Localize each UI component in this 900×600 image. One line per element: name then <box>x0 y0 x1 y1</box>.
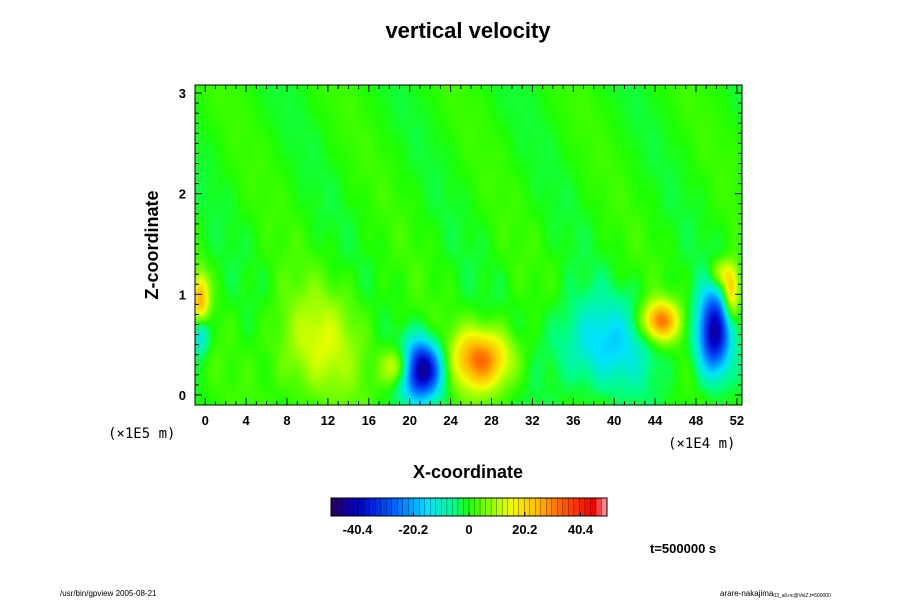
x-tick-label: 20 <box>402 413 416 428</box>
colorbar-cell <box>358 497 365 517</box>
y-tick-label: 0 <box>179 388 186 403</box>
colorbar-cell <box>452 497 459 517</box>
colorbar-cell <box>386 497 393 517</box>
x-tick-label: 44 <box>648 413 663 428</box>
colorbar-cell <box>573 497 580 517</box>
footer-right-main: arare-nakajima <box>720 589 774 598</box>
colorbar-cell <box>518 497 525 517</box>
colorbar-cell <box>551 497 558 517</box>
y-tick-label: 2 <box>179 187 186 202</box>
heatmap-field <box>195 85 742 405</box>
colorbar-cell <box>419 497 426 517</box>
colorbar-tick-label: 20.2 <box>512 522 537 537</box>
chart-title: vertical velocity <box>385 18 551 43</box>
colorbar-cell <box>352 497 360 517</box>
colorbar-cell <box>601 497 608 517</box>
y-tick-label: 1 <box>179 287 186 302</box>
y-axis-label: Z-coordinate <box>142 190 162 299</box>
x-tick-label: 24 <box>443 413 458 428</box>
colorbar-cell <box>397 497 404 517</box>
colorbar-cell <box>496 497 503 517</box>
colorbar-cell <box>330 497 337 517</box>
colorbar-cell <box>413 497 420 517</box>
colorbar-cell <box>468 497 475 517</box>
colorbar-cell <box>424 497 431 517</box>
colorbar-ticks: -40.4 -20.2 0 20.2 40.4 <box>343 512 594 537</box>
colorbar: -40.4 -20.2 0 20.2 40.4 <box>330 497 608 537</box>
footer-right-sub: 03_all.nc@VelZ,t=500000 <box>773 593 831 599</box>
colorbar-cell <box>391 497 398 517</box>
colorbar-cell <box>402 497 409 517</box>
colorbar-cell <box>568 497 575 517</box>
plot-frame <box>194 84 743 406</box>
colorbar-cell <box>446 497 453 517</box>
colorbar-cell <box>513 497 520 517</box>
y-tick-label: 3 <box>179 86 186 101</box>
heatmap-image <box>195 85 742 405</box>
x-tick-label: 36 <box>566 413 580 428</box>
colorbar-cell <box>479 497 487 517</box>
colorbar-cell <box>562 497 569 517</box>
colorbar-cell <box>557 497 564 517</box>
colorbar-cell <box>501 497 509 517</box>
colorbar-cell <box>375 497 382 517</box>
colorbar-cell <box>507 497 514 517</box>
colorbar-cell <box>584 497 591 517</box>
colorbar-cell <box>380 497 387 517</box>
footer-left: /usr/bin/gpview 2005-08-21 <box>60 589 157 598</box>
x-tick-label: 32 <box>525 413 539 428</box>
colorbar-cell <box>474 497 481 517</box>
x-axis-label: X-coordinate <box>413 462 523 482</box>
y-scale-label: (×1E5 m) <box>108 426 175 442</box>
colorbar-cell <box>590 497 597 517</box>
colorbar-cell <box>485 497 492 517</box>
colorbar-cell <box>595 497 602 517</box>
colorbar-cell <box>441 497 448 517</box>
colorbar-cell <box>336 497 343 517</box>
colorbar-tick-label: 0 <box>465 522 472 537</box>
x-tick-label: 0 <box>202 413 209 428</box>
colorbar-cell <box>463 497 470 517</box>
x-tick-label: 4 <box>243 413 251 428</box>
x-tick-label: 16 <box>362 413 376 428</box>
x-tick-label: 8 <box>283 413 290 428</box>
time-annotation: t=500000 s <box>650 541 716 556</box>
x-tick-label: 12 <box>321 413 335 428</box>
colorbar-cell <box>540 497 547 517</box>
colorbar-cell <box>430 497 437 517</box>
colorbar-cell <box>347 497 354 517</box>
colorbar-cell <box>529 497 536 517</box>
colorbar-cell <box>457 497 464 517</box>
colorbar-tick-label: -40.4 <box>343 522 373 537</box>
colorbar-tick-label: -20.2 <box>398 522 428 537</box>
colorbar-cell <box>490 497 498 517</box>
x-tick-label: 52 <box>730 413 744 428</box>
colorbar-cell <box>435 497 442 517</box>
colorbar-cell <box>546 497 553 517</box>
x-scale-label: (×1E4 m) <box>668 436 735 452</box>
x-tick-label: 28 <box>484 413 498 428</box>
colorbar-cell <box>341 497 349 517</box>
colorbar-cell <box>535 497 542 517</box>
colorbar-tick-label: 40.4 <box>568 522 594 537</box>
x-tick-label: 48 <box>689 413 703 428</box>
colorbar-cell <box>369 497 376 517</box>
x-tick-label: 40 <box>607 413 621 428</box>
footer-right: arare-nakajima03_all.nc@VelZ,t=500000 <box>720 589 831 599</box>
colorbar-cell <box>363 497 371 517</box>
